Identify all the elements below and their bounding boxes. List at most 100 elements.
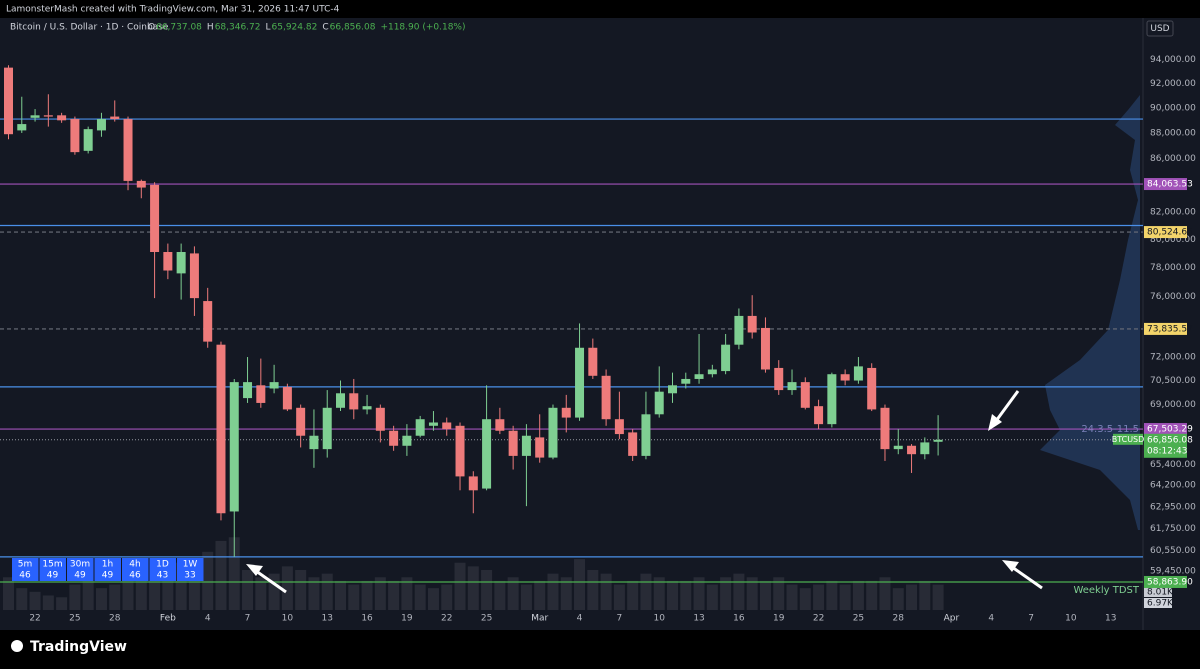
volume-bar [773,577,785,610]
volume-bar [866,580,878,610]
y-tick-label: 62,950.00 [1150,503,1196,513]
tdst-cell [177,558,204,581]
candle-body [282,386,292,410]
candle-body [455,425,465,477]
volume-bar [680,580,692,610]
volume-bar [361,580,373,610]
level-label: 84,063.53 [1147,180,1193,190]
volume-bar [56,597,68,610]
x-tick-label: 4 [988,614,994,624]
brand: TradingView [30,639,127,655]
volume-bar [335,580,346,610]
candle-body [163,252,173,271]
arrow-head [1002,560,1019,572]
volume-bar [786,584,798,610]
arrow [994,390,1020,422]
candle-body [123,119,133,181]
candle-body [614,419,624,435]
level-label-box [1144,423,1187,436]
y-tick-label: 64,200.00 [1150,481,1196,491]
volume-bar [82,580,94,610]
candle-body [548,407,558,458]
tdst-cell [149,558,176,581]
volume-label-box [1144,587,1172,597]
volume-bar [587,570,599,610]
volume-bar [135,577,147,610]
tdst-timeframe: 5m [18,560,33,570]
level-label-box [1144,322,1187,335]
volume-bar [388,580,400,610]
volume-bar [414,584,426,610]
volume-bar [520,584,532,610]
volume-bar [852,580,864,610]
ohlc-key: C [322,23,328,33]
candle-body [296,407,306,436]
x-tick-label: 22 [441,614,452,624]
volume-bar [906,584,918,610]
volume-bar [813,584,825,610]
volume-bar [693,577,705,610]
volume-bar [268,573,280,610]
volume-profile [1040,95,1140,530]
change: +118.90 (+0.18%) [380,23,465,33]
byline: LamonsterMash created with TradingView.c… [6,5,340,15]
level-label: 80,524.65 [1147,228,1193,238]
level-label-box [1144,575,1187,588]
logo-mark [11,640,23,652]
volume-bar [348,584,360,610]
candle-body [920,442,930,455]
candle-body [535,437,545,458]
candle-body [442,422,452,430]
volume-bar [122,573,134,610]
arrow-head [988,414,1002,431]
volume-bar [560,577,572,610]
candle-body [694,374,704,379]
tdst-cell [122,558,149,581]
x-tick-label: 25 [69,614,80,624]
candle-body [774,367,784,391]
volume-bar [321,573,333,610]
x-tick-label: 25 [853,614,864,624]
pane [0,18,1200,630]
candle-body [203,301,213,342]
tdst-timeframe: 15m [42,560,62,570]
volume-bar [42,595,54,610]
volume-bar [202,551,214,610]
candle-body [787,382,797,391]
candle-body [96,119,106,131]
level-note: Weekly TDST [1073,585,1139,596]
volume-label: 8.01K [1147,588,1174,598]
countdown: 08:12:43 [1147,446,1187,456]
volume-bar [95,588,107,610]
volume-bar [3,577,14,610]
candle-body [760,327,770,370]
x-tick-label: 19 [401,614,413,624]
x-tick-label: 19 [773,614,785,624]
volume-bar [255,577,267,610]
candle-body [70,119,80,153]
volume-bar [839,584,851,610]
footer [0,630,1200,665]
tdst-value: 46 [129,571,141,581]
candle-body [814,406,824,425]
volume-bar [467,566,479,610]
candle-body [30,115,40,118]
y-tick-label: 76,000.00 [1150,292,1196,302]
y-tick-label: 90,000.00 [1150,103,1196,113]
y-tick-label: 92,000.00 [1150,79,1196,89]
volume-bar [29,591,41,610]
candle-body [415,419,425,436]
arrow [1011,565,1043,590]
arrow [255,569,287,594]
volume-bar [919,580,931,610]
ohlc-key: L [266,23,271,33]
candle-body [840,374,850,381]
candle-body [57,115,67,121]
volume-bar [228,537,240,610]
candle-body [654,391,664,415]
volume-bar [16,588,28,610]
candle-body [17,124,27,131]
candle-body [668,385,677,394]
ohlc-value: 66,856.08 [330,23,376,33]
